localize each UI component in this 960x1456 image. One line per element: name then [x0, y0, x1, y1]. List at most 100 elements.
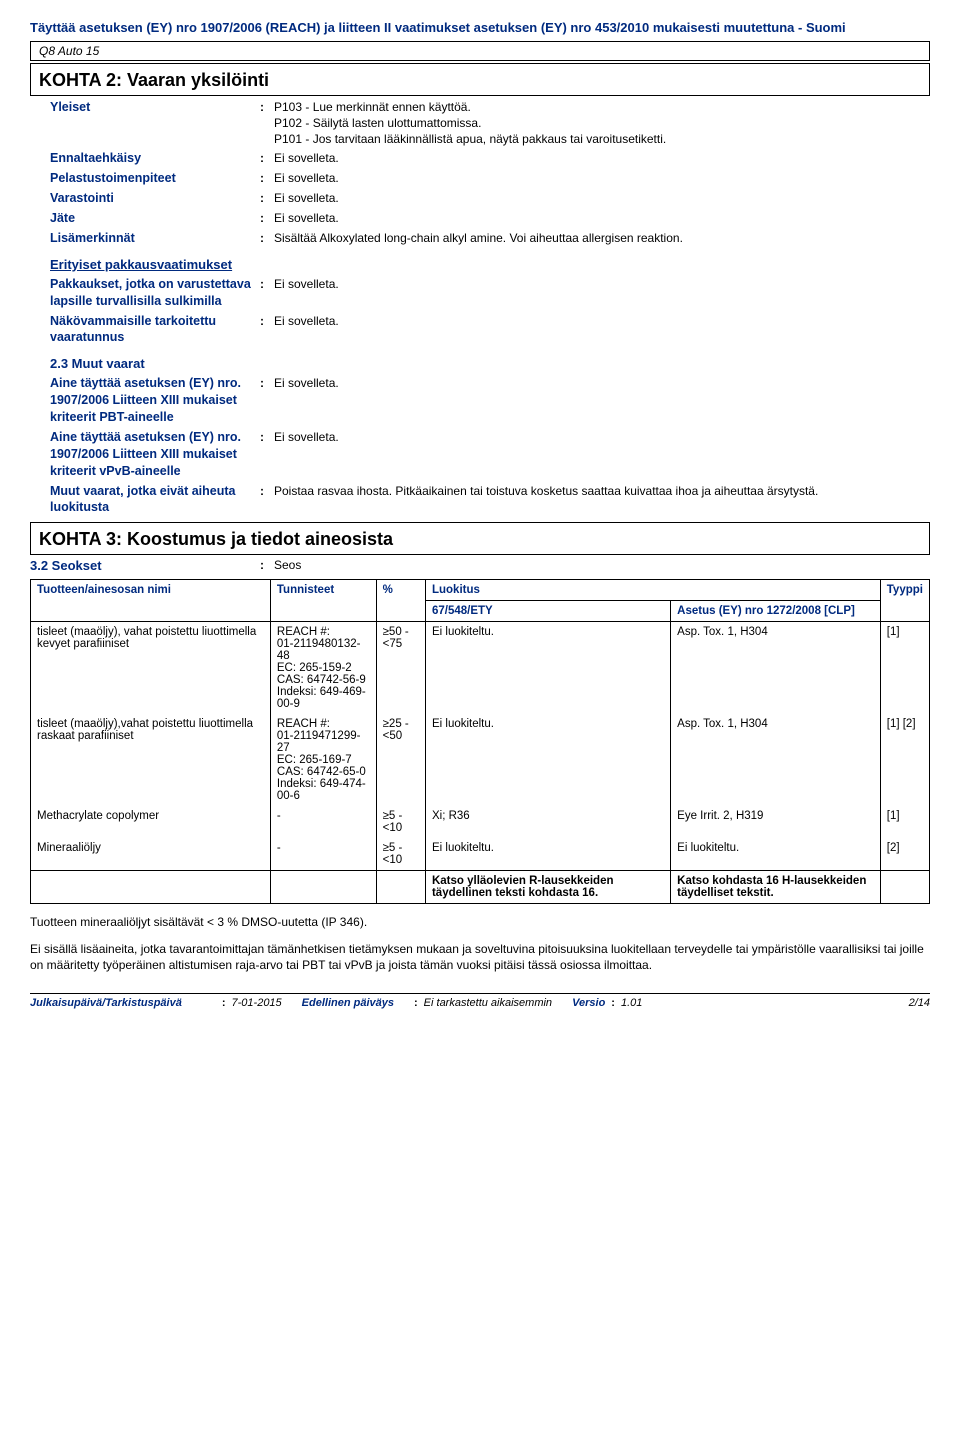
mixture-value: Seos — [274, 558, 930, 573]
kv-row: Varastointi:Ei sovelleta. — [50, 190, 930, 207]
kv-value: Sisältää Alkoxylated long-chain alkyl am… — [274, 230, 930, 247]
table-cell: Ei luokiteltu. — [425, 838, 670, 871]
kv-row: Ennaltaehkäisy:Ei sovelleta. — [50, 150, 930, 167]
table-cell: Ei luokiteltu. — [671, 838, 881, 871]
table-cell: - — [270, 806, 376, 838]
footer-date-value: 7-01-2015 — [232, 997, 282, 1009]
table-footer-row: Katso ylläolevien R-lausekkeiden täydell… — [31, 871, 930, 904]
table-cell — [31, 871, 271, 904]
product-name: Q8 Auto 15 — [39, 44, 99, 58]
kv-label: Näkövammaisille tarkoitettu vaaratunnus — [50, 313, 260, 347]
footer-date-label: Julkaisupäivä/Tarkistuspäivä — [30, 997, 182, 1009]
other-hazards-heading: 2.3 Muut vaarat — [50, 356, 930, 371]
table-cell: Xi; R36 — [425, 806, 670, 838]
table-cell: Mineraaliöljy — [31, 838, 271, 871]
table-cell: tisleet (maaöljy), vahat poistettu liuot… — [31, 622, 271, 715]
section-2-title: KOHTA 2: Vaaran yksilöinti — [39, 66, 921, 93]
kv-value: Ei sovelleta. — [274, 170, 930, 187]
colon: : — [260, 150, 274, 167]
kv-row: Muut vaarat, jotka eivät aiheuta luokitu… — [50, 483, 930, 517]
packaging-heading: Erityiset pakkausvaatimukset — [50, 257, 930, 272]
table-cell: Katso kohdasta 16 H-lausekkeiden täydell… — [671, 871, 881, 904]
table-cell: ≥5 - <10 — [376, 806, 425, 838]
section-3-box: KOHTA 3: Koostumus ja tiedot aineosista — [30, 522, 930, 555]
th-luokitus: Luokitus — [425, 580, 880, 601]
colon: : — [222, 997, 226, 1009]
kv-value: P103 - Lue merkinnät ennen käyttöä. P102… — [274, 99, 930, 148]
table-cell — [880, 871, 929, 904]
footer-page-number: 2/14 — [909, 997, 930, 1009]
table-row: tisleet (maaöljy), vahat poistettu liuot… — [31, 622, 930, 715]
kv-value: Ei sovelleta. — [274, 313, 930, 347]
table-cell: Ei luokiteltu. — [425, 622, 670, 715]
table-cell — [270, 871, 376, 904]
table-cell: Methacrylate copolymer — [31, 806, 271, 838]
colon: : — [260, 375, 274, 426]
kv-row: Lisämerkinnät:Sisältää Alkoxylated long-… — [50, 230, 930, 247]
colon: : — [260, 483, 274, 517]
table-cell: [1] [2] — [880, 714, 929, 806]
colon: : — [414, 997, 418, 1009]
section-3-title: KOHTA 3: Koostumus ja tiedot aineosista — [39, 525, 921, 552]
kv-value: Ei sovelleta. — [274, 210, 930, 227]
th-ids: Tunnisteet — [270, 580, 376, 622]
kv-value: Ei sovelleta. — [274, 375, 930, 426]
table-cell: Eye Irrit. 2, H319 — [671, 806, 881, 838]
kv-label: Pakkaukset, jotka on varustettava lapsil… — [50, 276, 260, 310]
table-cell: [1] — [880, 806, 929, 838]
kv-row: Aine täyttää asetuksen (EY) nro. 1907/20… — [50, 375, 930, 426]
kv-label: Pelastustoimenpiteet — [50, 170, 260, 187]
footer-prev-label: Edellinen päiväys — [302, 997, 394, 1009]
kv-label: Aine täyttää asetuksen (EY) nro. 1907/20… — [50, 429, 260, 480]
doc-header: Täyttää asetuksen (EY) nro 1907/2006 (RE… — [30, 20, 930, 37]
kv-value: Ei sovelleta. — [274, 190, 930, 207]
colon: : — [260, 558, 274, 573]
page-footer: Julkaisupäivä/Tarkistuspäivä : 7-01-2015… — [30, 993, 930, 1009]
th-ety: 67/548/ETY — [425, 601, 670, 622]
kv-row: Yleiset:P103 - Lue merkinnät ennen käytt… — [50, 99, 930, 148]
table-cell: [2] — [880, 838, 929, 871]
colon: : — [611, 997, 615, 1009]
table-cell: ≥50 - <75 — [376, 622, 425, 715]
kv-label: Jäte — [50, 210, 260, 227]
kv-row: Pelastustoimenpiteet:Ei sovelleta. — [50, 170, 930, 187]
colon: : — [260, 210, 274, 227]
table-row: tisleet (maaöljy),vahat poistettu liuott… — [31, 714, 930, 806]
table-cell: tisleet (maaöljy),vahat poistettu liuott… — [31, 714, 271, 806]
colon: : — [260, 429, 274, 480]
kv-value: Ei sovelleta. — [274, 429, 930, 480]
table-cell: Ei luokiteltu. — [425, 714, 670, 806]
kv-label: Aine täyttää asetuksen (EY) nro. 1907/20… — [50, 375, 260, 426]
footer-version-value: 1.01 — [621, 997, 642, 1009]
footer-prev-value: Ei tarkastettu aikaisemmin — [424, 997, 552, 1009]
kv-row: Jäte:Ei sovelleta. — [50, 210, 930, 227]
table-cell: REACH #: 01-2119480132-48 EC: 265-159-2 … — [270, 622, 376, 715]
kv-value: Ei sovelleta. — [274, 276, 930, 310]
table-row: Methacrylate copolymer-≥5 - <10Xi; R36Ey… — [31, 806, 930, 838]
table-cell: Katso ylläolevien R-lausekkeiden täydell… — [425, 871, 670, 904]
section-2-box: KOHTA 2: Vaaran yksilöinti — [30, 63, 930, 96]
table-cell: ≥5 - <10 — [376, 838, 425, 871]
table-cell: [1] — [880, 622, 929, 715]
table-cell: REACH #: 01-2119471299-27 EC: 265-169-7 … — [270, 714, 376, 806]
colon: : — [260, 313, 274, 347]
kv-row: Pakkaukset, jotka on varustettava lapsil… — [50, 276, 930, 310]
mixture-label: 3.2 Seokset — [30, 558, 260, 573]
kv-label: Lisämerkinnät — [50, 230, 260, 247]
kv-value: Poistaa rasvaa ihosta. Pitkäaikainen tai… — [274, 483, 930, 517]
th-type: Tyyppi — [880, 580, 929, 622]
table-cell — [376, 871, 425, 904]
th-clp: Asetus (EY) nro 1272/2008 [CLP] — [671, 601, 881, 622]
kv-label: Yleiset — [50, 99, 260, 148]
composition-table: Tuotteen/ainesosan nimi Tunnisteet % Luo… — [30, 579, 930, 904]
th-pct: % — [376, 580, 425, 622]
kv-label: Varastointi — [50, 190, 260, 207]
colon: : — [260, 230, 274, 247]
table-cell: - — [270, 838, 376, 871]
table-cell: Asp. Tox. 1, H304 — [671, 622, 881, 715]
note-2: Ei sisällä lisäaineita, jotka tavarantoi… — [30, 941, 930, 973]
note-1: Tuotteen mineraaliöljyt sisältävät < 3 %… — [30, 914, 930, 930]
kv-label: Ennaltaehkäisy — [50, 150, 260, 167]
colon: : — [260, 276, 274, 310]
colon: : — [260, 170, 274, 187]
